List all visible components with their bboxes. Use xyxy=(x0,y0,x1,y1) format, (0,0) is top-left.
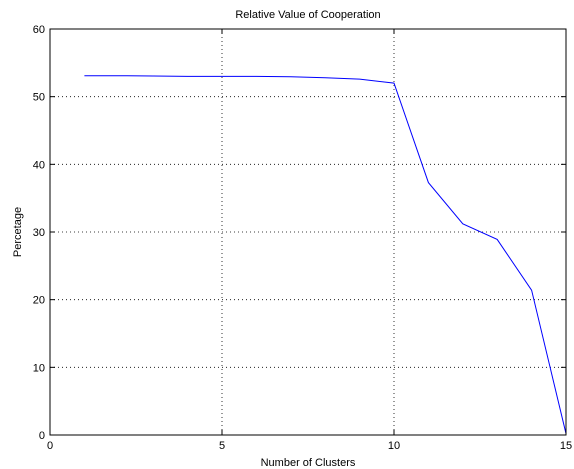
y-tick-label: 0 xyxy=(39,430,45,442)
x-tick-label: 5 xyxy=(219,440,225,452)
y-tick-label: 40 xyxy=(33,159,45,171)
x-tick-label: 0 xyxy=(47,440,53,452)
y-tick-labels: 0 10 20 30 40 50 60 xyxy=(33,24,45,442)
grid-lines xyxy=(50,29,566,435)
y-tick-label: 20 xyxy=(33,295,45,307)
y-tick-label: 60 xyxy=(33,24,45,36)
y-tick-label: 50 xyxy=(33,92,45,104)
series-line xyxy=(84,75,567,434)
series-layer xyxy=(84,75,567,434)
axis-ticks xyxy=(49,28,567,436)
y-axis-label: Percetage xyxy=(12,207,24,257)
chart-title: Relative Value of Cooperation xyxy=(235,9,380,21)
plot-frame xyxy=(49,28,567,436)
y-tick-label: 10 xyxy=(33,362,45,374)
x-tick-label: 10 xyxy=(388,440,400,452)
x-tick-labels: 0 5 10 15 xyxy=(47,440,572,452)
x-axis-label: Number of Clusters xyxy=(261,457,356,469)
x-tick-label: 15 xyxy=(560,440,572,452)
y-tick-label: 30 xyxy=(33,227,45,239)
